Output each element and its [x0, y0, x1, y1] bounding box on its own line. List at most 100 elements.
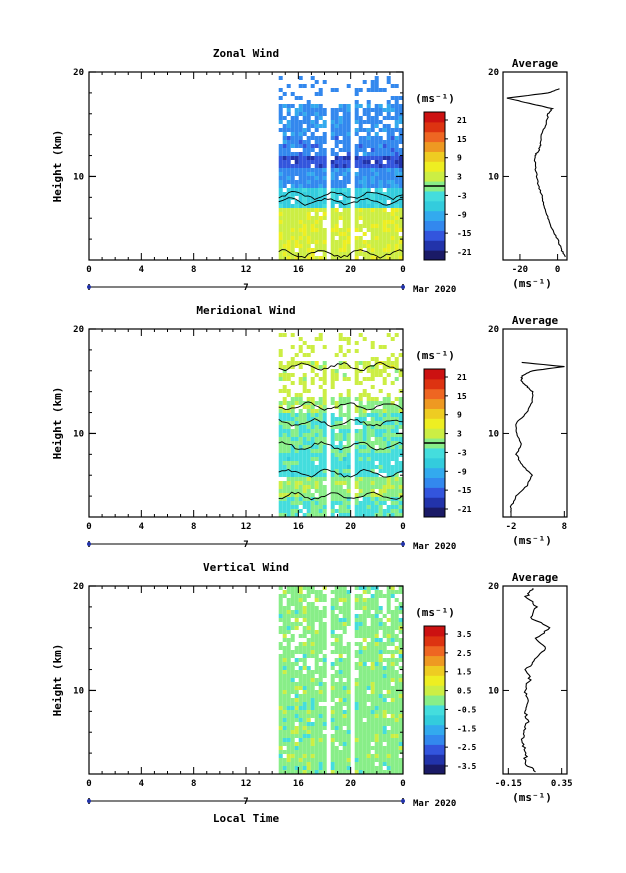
heatmap-cell — [290, 401, 295, 405]
heatmap-cell — [346, 726, 351, 730]
heatmap-cell — [366, 136, 371, 140]
heatmap-cell — [334, 634, 339, 638]
heatmap-cell — [386, 746, 391, 750]
heatmap-cell — [310, 678, 315, 682]
heatmap-cell — [354, 341, 359, 345]
heatmap-cell — [378, 461, 383, 465]
heatmap-cell — [322, 381, 327, 385]
heatmap-cell — [390, 586, 395, 590]
heatmap-cell — [358, 754, 363, 758]
heatmap-cell — [330, 630, 335, 634]
heatmap-cell — [318, 594, 323, 598]
heatmap-cell — [302, 417, 307, 421]
heatmap-cell — [362, 433, 367, 437]
heatmap-cell — [334, 477, 339, 481]
heatmap-cell — [282, 626, 287, 630]
heatmap-cell — [342, 646, 347, 650]
heatmap-cell — [342, 481, 347, 485]
heatmap-cell — [338, 706, 343, 710]
heatmap-cell — [322, 465, 327, 469]
heatmap-cell — [278, 766, 283, 770]
heatmap-cell — [366, 473, 371, 477]
heatmap-cell — [390, 706, 395, 710]
heatmap-cell — [362, 698, 367, 702]
heatmap-cell — [378, 750, 383, 754]
heatmap-cell — [386, 722, 391, 726]
heatmap-cell — [370, 586, 375, 590]
heatmap-cell — [354, 686, 359, 690]
heatmap-cell — [294, 120, 299, 124]
heatmap-cell — [382, 204, 387, 208]
heatmap-cell — [294, 670, 299, 674]
heatmap-cell — [302, 662, 307, 666]
heatmap-cell — [370, 441, 375, 445]
heatmap-cell — [282, 397, 287, 401]
heatmap-cell — [310, 590, 315, 594]
contour-line — [278, 491, 404, 501]
heatmap-cell — [390, 626, 395, 630]
heatmap-cell — [290, 602, 295, 606]
heatmap-cell — [342, 489, 347, 493]
heatmap-cell — [382, 108, 387, 112]
heatmap-cell — [398, 437, 403, 441]
heatmap-cell — [290, 750, 295, 754]
colorbar-swatch — [424, 714, 445, 726]
heatmap-cell — [358, 381, 363, 385]
heatmap-cell — [374, 425, 379, 429]
heatmap-cell — [286, 405, 291, 409]
heatmap-cell — [398, 694, 403, 698]
heatmap-cell — [302, 678, 307, 682]
heatmap-cell — [390, 457, 395, 461]
heatmap-cell — [374, 694, 379, 698]
heatmap-cell — [370, 690, 375, 694]
heatmap-cell — [318, 208, 323, 212]
heatmap-cell — [278, 152, 283, 156]
heatmap-cell — [374, 176, 379, 180]
heatmap-cell — [370, 666, 375, 670]
heatmap-cell — [394, 256, 399, 260]
heatmap-cell — [398, 401, 403, 405]
heatmap-cell — [346, 164, 351, 168]
heatmap-cell — [334, 184, 339, 188]
heatmap-cell — [330, 417, 335, 421]
heatmap-cell — [370, 196, 375, 200]
heatmap-cell — [322, 365, 327, 369]
heatmap-cell — [358, 441, 363, 445]
heatmap-cell — [370, 240, 375, 244]
heatmap-cell — [394, 449, 399, 453]
heatmap-cell — [390, 722, 395, 726]
heatmap-cell — [330, 381, 335, 385]
heatmap-cell — [354, 144, 359, 148]
heatmap-cell — [338, 188, 343, 192]
heatmap-cell — [286, 429, 291, 433]
heatmap-cell — [338, 116, 343, 120]
heatmap-cell — [358, 710, 363, 714]
heatmap-cell — [386, 718, 391, 722]
heatmap-cell — [394, 754, 399, 758]
heatmap-cell — [346, 710, 351, 714]
heatmap-cell — [322, 461, 327, 465]
heatmap-cell — [298, 188, 303, 192]
heatmap-cell — [366, 658, 371, 662]
heatmap-cell — [330, 758, 335, 762]
heatmap-cell — [322, 345, 327, 349]
heatmap-cell — [314, 140, 319, 144]
heatmap-cell — [306, 590, 311, 594]
heatmap-cell — [318, 477, 323, 481]
heatmap-cell — [322, 244, 327, 248]
average-profile-line — [520, 588, 551, 773]
heatmap-cell — [346, 421, 351, 425]
heatmap-cell — [286, 244, 291, 248]
heatmap-cell — [314, 128, 319, 132]
heatmap-cell — [386, 136, 391, 140]
heatmap-cell — [286, 710, 291, 714]
heatmap-cell — [366, 493, 371, 497]
heatmap-cell — [382, 164, 387, 168]
heatmap-cell — [278, 256, 283, 260]
heatmap-cell — [278, 746, 283, 750]
heatmap-cell — [398, 698, 403, 702]
heatmap-cell — [314, 168, 319, 172]
heatmap-cell — [346, 104, 351, 108]
heatmap-cell — [290, 172, 295, 176]
heatmap-cell — [286, 469, 291, 473]
